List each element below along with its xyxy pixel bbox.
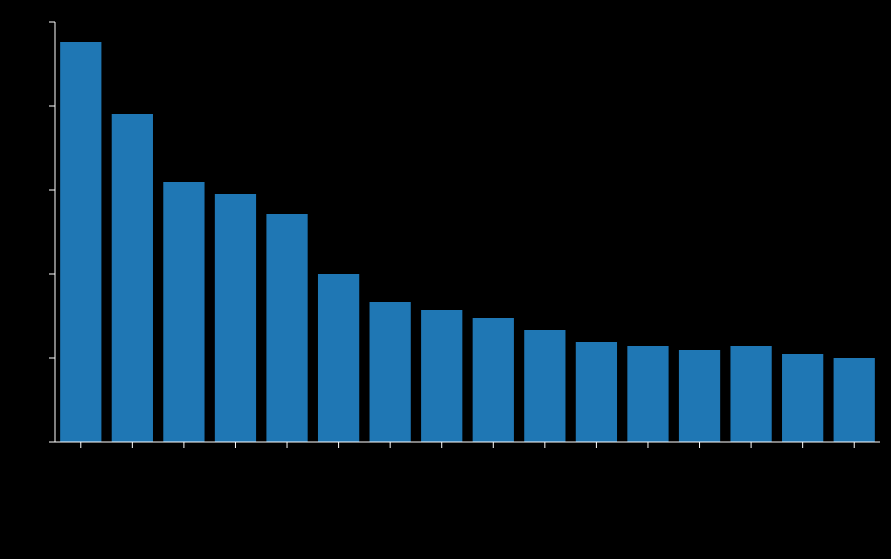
bar <box>370 302 411 442</box>
bar <box>421 310 462 442</box>
bar <box>473 318 514 442</box>
bar <box>627 346 668 442</box>
bar <box>215 194 256 442</box>
bar-chart <box>0 0 891 559</box>
bar <box>730 346 771 442</box>
chart-svg <box>0 0 891 559</box>
bar <box>163 182 204 442</box>
bar <box>112 114 153 442</box>
bar <box>266 214 307 442</box>
bar <box>834 358 875 442</box>
bar <box>524 330 565 442</box>
bar <box>679 350 720 442</box>
bar <box>782 354 823 442</box>
bar <box>576 342 617 442</box>
bar <box>60 42 101 442</box>
bar <box>318 274 359 442</box>
